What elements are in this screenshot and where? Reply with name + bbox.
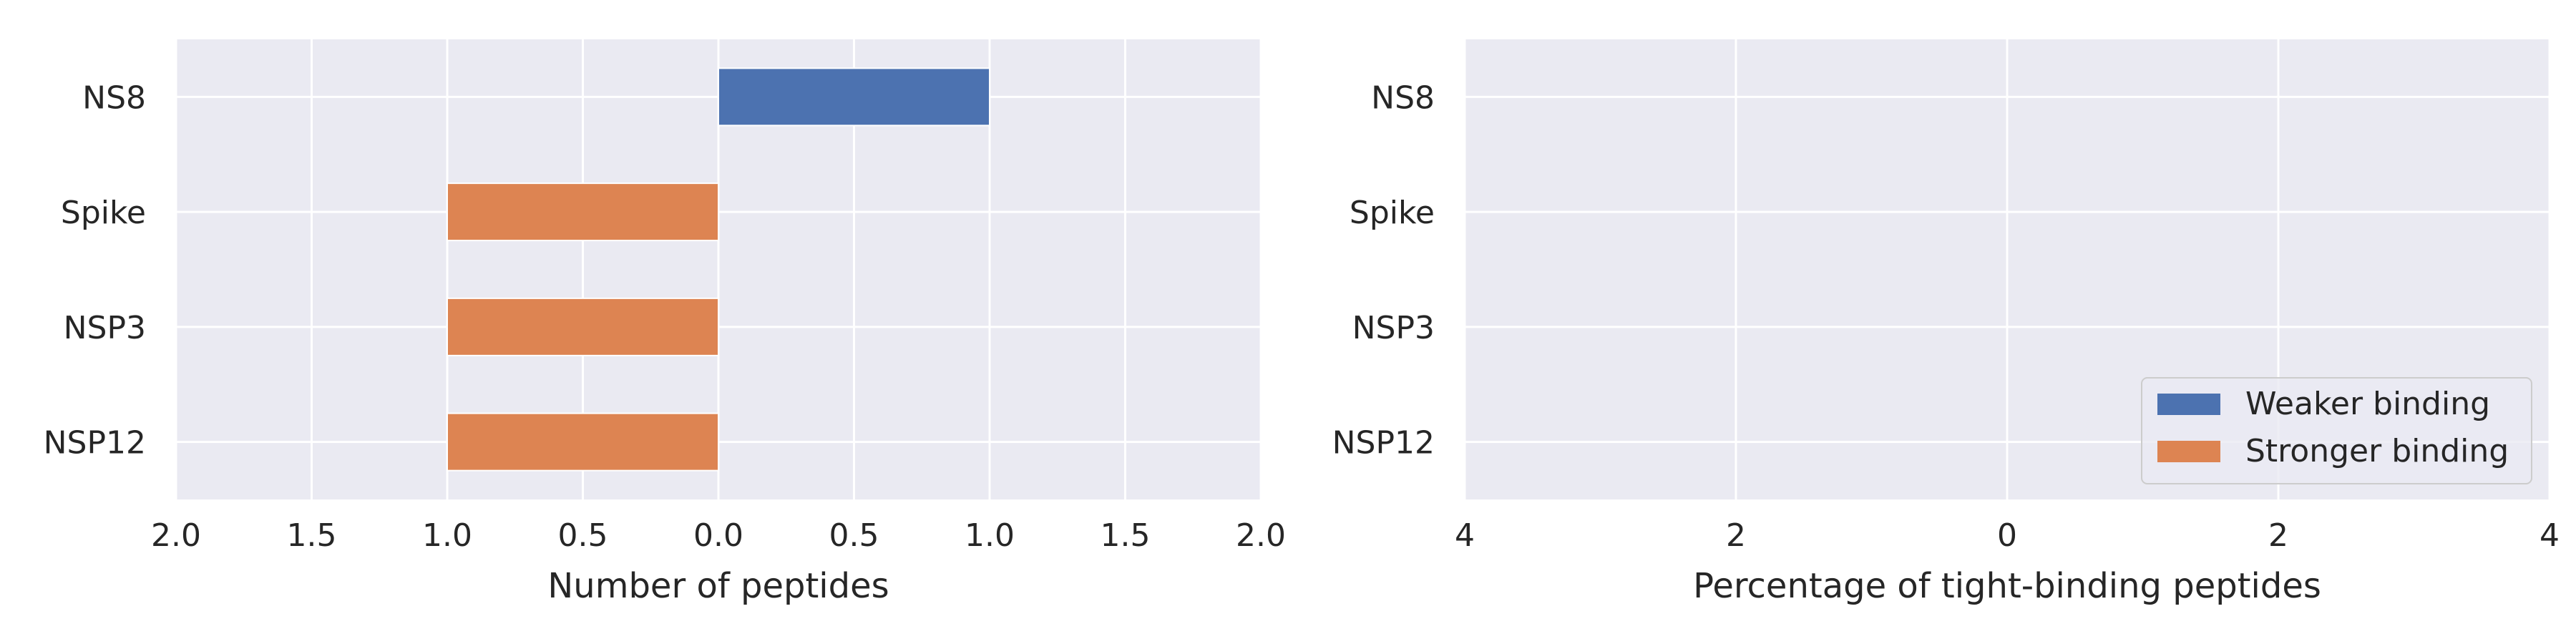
right-y-tick-label: NSP3 (1352, 310, 1435, 346)
left-y-tick-label: NS8 (82, 79, 146, 116)
left-x-tick-label: 0.5 (829, 517, 879, 554)
legend-label-stronger: Stronger binding (2245, 433, 2509, 469)
legend-swatch-stronger (2157, 441, 2220, 462)
left-bar-weaker (718, 67, 990, 127)
right-y-tick-label: NS8 (1371, 79, 1435, 116)
left-bar-stronger (447, 182, 719, 242)
legend: Weaker binding Stronger binding (2141, 377, 2532, 484)
right-x-axis-label: Percentage of tight-binding peptides (1693, 566, 2321, 606)
left-x-tick-label: 1.0 (965, 517, 1015, 554)
left-x-tick-label: 1.5 (287, 517, 337, 554)
right-x-tick-label: 0 (1997, 517, 2017, 554)
legend-label-weaker: Weaker binding (2245, 386, 2490, 422)
left-y-tick-label: NSP3 (64, 310, 146, 346)
left-bar-stronger (447, 297, 719, 356)
right-chart-panel: 4 2 0 2 4 NS8 Spike NSP3 NSP12 Percentage of tigh… (1332, 39, 2560, 606)
right-x-tick-label: 4 (1455, 517, 1475, 554)
left-x-tick-label: 0.5 (558, 517, 608, 554)
right-y-tick-label: NSP12 (1332, 425, 1435, 462)
right-x-tick-label: 4 (2540, 517, 2560, 554)
left-x-tick-label: 1.0 (422, 517, 472, 554)
left-chart-panel: 2.0 1.5 1.0 0.5 0.0 0.5 1.0 1.5 2.0 NS8 Spike NSP3 N… (44, 39, 1286, 606)
right-x-tick-label: 2 (2268, 517, 2288, 554)
legend-swatch-weaker (2157, 394, 2220, 415)
left-x-tick-label: 2.0 (1236, 517, 1286, 554)
right-y-tick-label: Spike (1350, 195, 1435, 231)
left-x-tick-label: 1.5 (1101, 517, 1151, 554)
left-y-tick-label: Spike (61, 195, 146, 231)
left-bar-stronger (447, 412, 719, 472)
right-x-tick-label: 2 (1726, 517, 1746, 554)
left-x-tick-label: 0.0 (693, 517, 743, 554)
left-x-tick-label: 2.0 (151, 517, 201, 554)
left-x-axis-label: Number of peptides (547, 566, 889, 606)
left-y-tick-label: NSP12 (44, 425, 146, 462)
legend-frame (2141, 377, 2532, 484)
